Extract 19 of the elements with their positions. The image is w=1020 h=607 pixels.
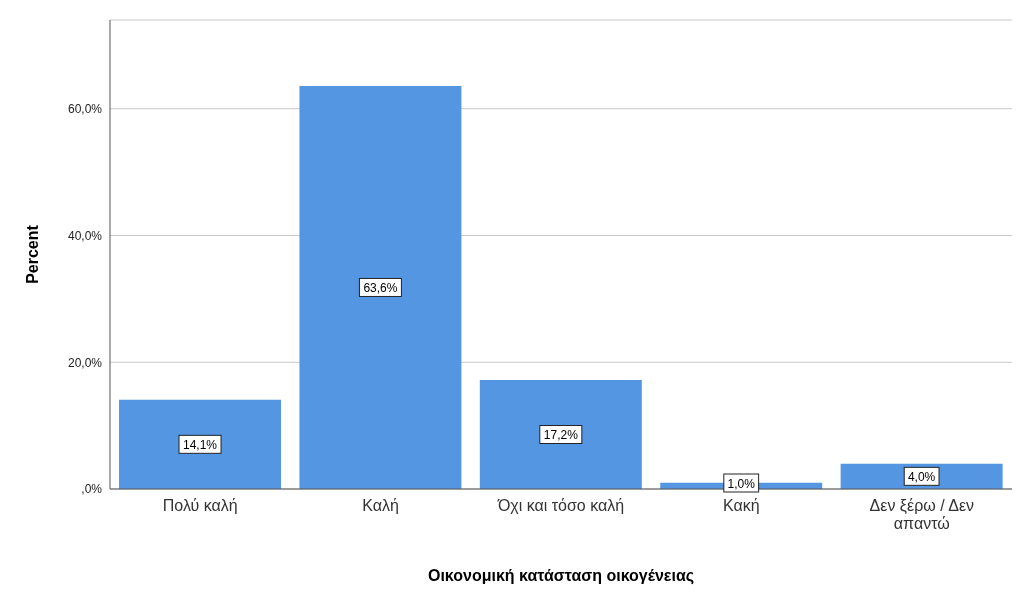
y-tick-label: 20,0% <box>67 355 103 370</box>
bar <box>299 85 462 489</box>
data-label: 17,2% <box>543 427 579 442</box>
data-label: 1,0% <box>727 476 756 491</box>
y-tick-label: 60,0% <box>67 101 103 116</box>
x-tick-label: Όχι και τόσο καλή <box>496 497 625 514</box>
data-label: 4,0% <box>907 469 936 484</box>
x-tick-label: Πολύ καλή <box>162 497 238 514</box>
y-tick-label: ,0% <box>81 482 103 497</box>
x-axis-title: Οικονομική κατάσταση οικογένειας <box>427 567 695 585</box>
x-tick-label: Καλή <box>362 497 399 514</box>
x-tick-label: Δεν ξέρω / Δεν απαντώ <box>869 497 975 532</box>
y-axis-title: Percent <box>23 224 41 284</box>
data-label: 63,6% <box>363 280 398 295</box>
y-tick-label: 40,0% <box>67 228 103 243</box>
x-tick-label: Κακή <box>723 497 760 514</box>
bar <box>479 379 642 489</box>
bar <box>119 399 282 489</box>
data-label: 14,1% <box>183 437 218 452</box>
